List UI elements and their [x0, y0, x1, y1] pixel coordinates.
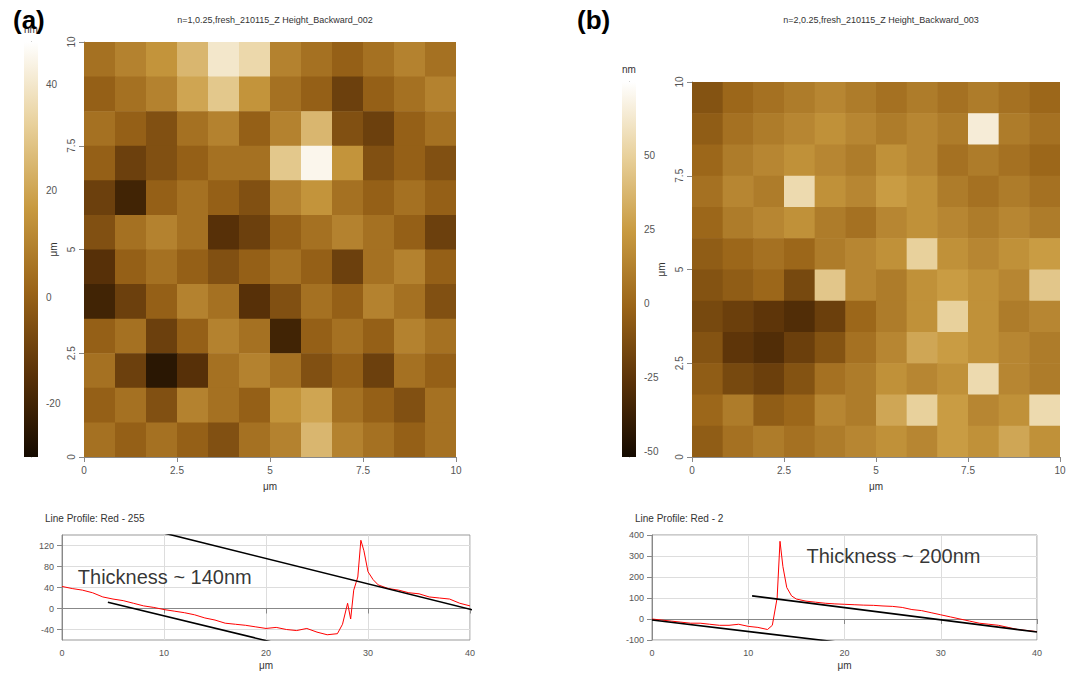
svg-text:10: 10 [743, 648, 753, 658]
svg-text:30: 30 [363, 648, 373, 658]
svg-text:nm: nm [622, 64, 636, 75]
svg-text:10: 10 [159, 648, 169, 658]
svg-text:μm: μm [263, 481, 277, 492]
svg-text:0: 0 [66, 454, 77, 460]
svg-text:μm: μm [259, 660, 273, 671]
svg-text:2.5: 2.5 [777, 465, 791, 476]
svg-text:10: 10 [450, 465, 462, 476]
svg-text:2.5: 2.5 [674, 356, 685, 370]
svg-text:0: 0 [649, 648, 654, 658]
svg-text:0: 0 [674, 454, 685, 460]
svg-text:0: 0 [639, 614, 644, 624]
svg-text:7.5: 7.5 [66, 138, 77, 152]
svg-text:0: 0 [689, 465, 695, 476]
svg-text:-100: -100 [626, 635, 644, 645]
svg-text:μm: μm [48, 242, 59, 256]
svg-text:5: 5 [674, 266, 685, 272]
svg-text:(a): (a) [13, 5, 45, 35]
svg-text:200: 200 [629, 572, 644, 582]
svg-text:400: 400 [629, 530, 644, 540]
svg-text:40: 40 [465, 648, 475, 658]
svg-text:Thickness ~ 200nm: Thickness ~ 200nm [807, 545, 981, 567]
svg-text:10: 10 [674, 76, 685, 88]
svg-text:μm: μm [869, 481, 883, 492]
svg-text:n=2,0.25,fresh_210115_Z Height: n=2,0.25,fresh_210115_Z Height_Backward_… [783, 15, 979, 25]
svg-text:20: 20 [261, 648, 271, 658]
svg-text:5: 5 [873, 465, 879, 476]
svg-text:40: 40 [44, 583, 54, 593]
svg-text:20: 20 [46, 185, 58, 196]
svg-text:-20: -20 [46, 398, 61, 409]
svg-text:7.5: 7.5 [356, 465, 370, 476]
svg-text:0: 0 [644, 298, 650, 309]
svg-text:0: 0 [46, 292, 52, 303]
svg-text:-25: -25 [644, 372, 659, 383]
svg-text:n=1,0.25,fresh_210115_Z Height: n=1,0.25,fresh_210115_Z Height_Backward_… [177, 15, 373, 25]
svg-text:40: 40 [46, 79, 58, 90]
svg-text:10: 10 [66, 36, 77, 48]
svg-text:5: 5 [66, 246, 77, 252]
svg-text:-40: -40 [41, 625, 54, 635]
svg-text:(b): (b) [577, 5, 610, 35]
svg-text:40: 40 [1032, 648, 1042, 658]
svg-text:5: 5 [267, 465, 273, 476]
svg-text:120: 120 [39, 541, 54, 551]
svg-text:25: 25 [644, 224, 656, 235]
svg-text:0: 0 [59, 648, 64, 658]
svg-text:μm: μm [837, 660, 851, 671]
svg-text:-50: -50 [644, 446, 659, 457]
svg-text:10: 10 [1054, 465, 1066, 476]
svg-text:50: 50 [644, 150, 656, 161]
svg-text:Line Profile: Red - 255: Line Profile: Red - 255 [45, 513, 145, 524]
svg-text:80: 80 [44, 562, 54, 572]
svg-text:0: 0 [81, 465, 87, 476]
svg-text:Line Profile: Red - 2: Line Profile: Red - 2 [635, 513, 724, 524]
svg-text:2.5: 2.5 [170, 465, 184, 476]
svg-text:7.5: 7.5 [674, 168, 685, 182]
svg-text:30: 30 [936, 648, 946, 658]
svg-text:7.5: 7.5 [961, 465, 975, 476]
svg-text:100: 100 [629, 593, 644, 603]
svg-text:0: 0 [49, 604, 54, 614]
svg-text:2.5: 2.5 [66, 346, 77, 360]
svg-text:20: 20 [839, 648, 849, 658]
svg-text:μm: μm [656, 262, 667, 276]
svg-text:Thickness ~ 140nm: Thickness ~ 140nm [78, 566, 252, 588]
svg-text:300: 300 [629, 551, 644, 561]
